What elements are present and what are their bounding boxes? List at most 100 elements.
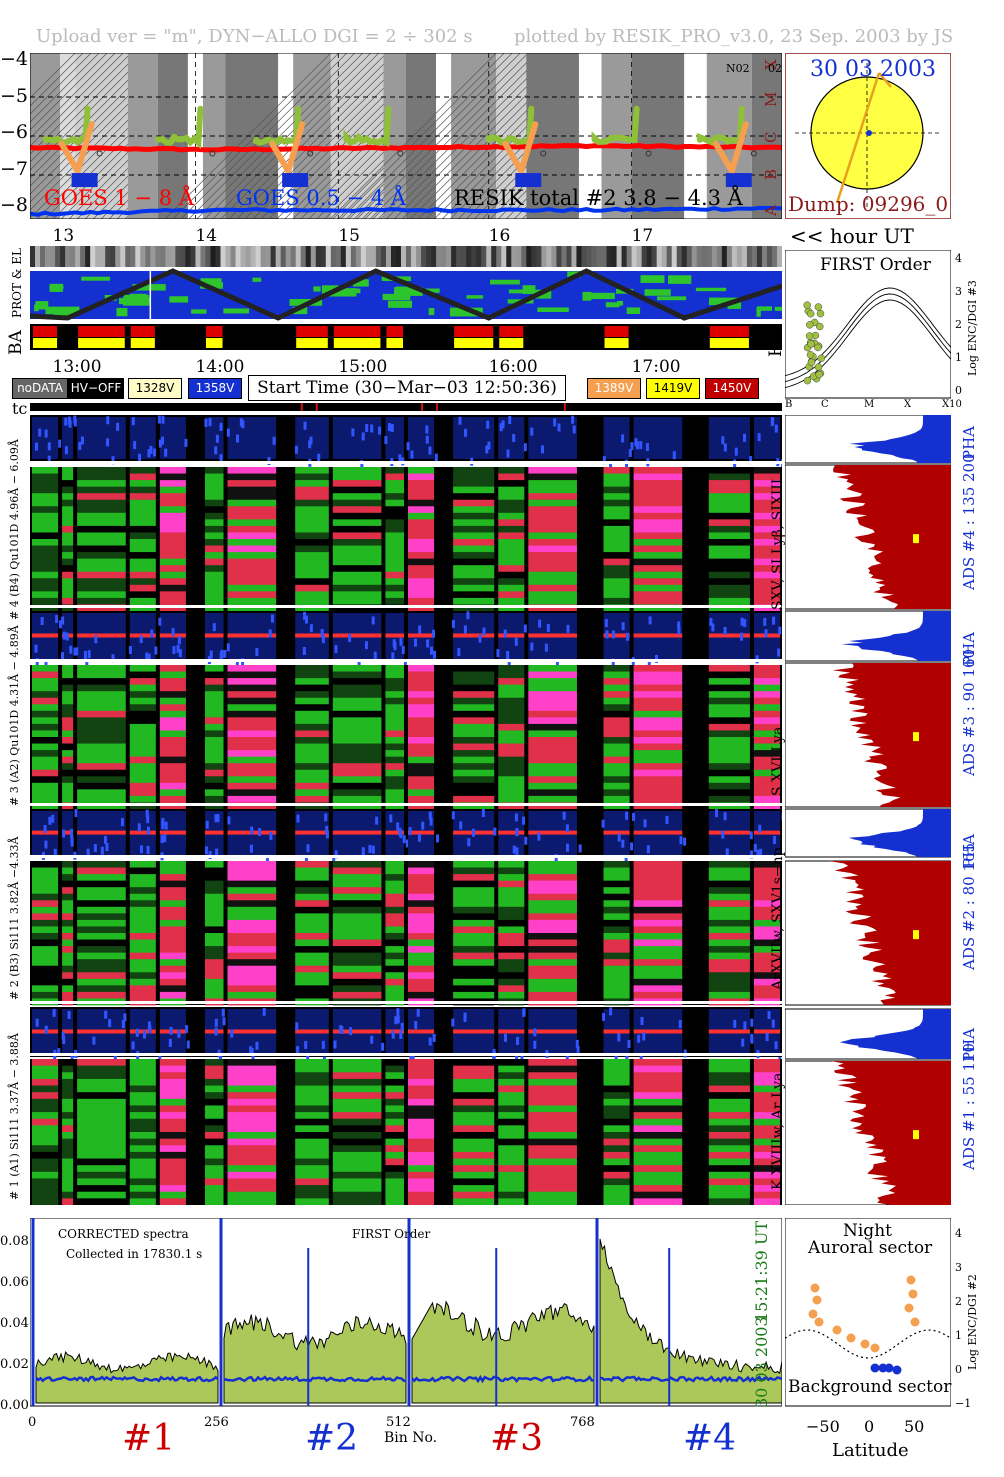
spectrum-label-order: FIRST Order <box>352 1227 431 1241</box>
spectrogram-row <box>77 473 126 481</box>
spectrogram-row <box>159 1178 186 1186</box>
spectrogram-row <box>227 1125 277 1133</box>
spectrogram-row <box>129 1151 156 1159</box>
pha-dot <box>348 634 352 643</box>
pha-dot <box>630 442 634 451</box>
prot-el-green-patch <box>191 309 207 314</box>
pha-dot <box>524 836 528 845</box>
pha-dot <box>44 660 48 669</box>
spectrogram-row <box>603 756 630 764</box>
pha-dot <box>48 816 52 825</box>
pha-dot <box>576 1045 580 1054</box>
spectrogram-row <box>332 571 382 579</box>
spectrogram-row <box>295 552 329 560</box>
spectrogram-row <box>708 880 750 888</box>
pha-dot <box>571 415 575 424</box>
prot-el-gray-cell <box>200 246 206 267</box>
pha-dot <box>304 615 308 624</box>
spectrogram-row <box>129 506 156 514</box>
spectrogram-row <box>32 480 59 488</box>
spectrogram-row <box>708 1145 750 1153</box>
spectrogram-row <box>332 1112 382 1120</box>
fo-point <box>814 343 822 352</box>
spectrogram-row <box>498 723 525 731</box>
prot-el-gray-cell <box>65 246 71 267</box>
spectrogram-row <box>77 867 126 875</box>
prot-el-gray-cell <box>611 246 618 267</box>
spectrogram-row <box>603 1078 630 1086</box>
spectrogram-row <box>603 691 630 699</box>
spectrogram-row <box>77 684 126 692</box>
spectrogram-row <box>295 473 329 481</box>
pha-dot <box>351 428 355 437</box>
spectrogram-row <box>332 991 382 999</box>
spectrogram-row <box>408 1165 435 1173</box>
spectrogram-row <box>295 1165 329 1173</box>
pha-dot <box>100 846 104 855</box>
spectrogram-row <box>603 704 630 712</box>
pha-dot <box>205 820 209 829</box>
spectrogram-row <box>453 1171 495 1179</box>
spectrogram-row <box>77 499 126 507</box>
spectrogram-row <box>603 946 630 954</box>
pha-dot <box>262 1007 266 1016</box>
prot-el-gray-cell <box>761 246 768 267</box>
spectrogram-row <box>295 1092 329 1100</box>
spectrum-y-tick-4: 0.08 <box>0 1234 29 1249</box>
pha-line <box>77 830 126 835</box>
spectrogram-row <box>129 1092 156 1100</box>
spectrogram-row <box>129 880 156 888</box>
prot-el-gray-cell <box>496 246 502 267</box>
spectrogram-row <box>708 578 750 586</box>
spectrogram-row <box>32 795 59 803</box>
spectrogram-row <box>453 565 495 573</box>
spectrogram-row <box>32 946 59 954</box>
prot-el-green-patch <box>396 286 413 295</box>
spectrogram-row <box>385 965 404 973</box>
spectrogram-row <box>633 959 683 967</box>
prot-el-green-patch <box>756 306 773 311</box>
spectrogram-row <box>385 671 404 679</box>
spectrogram-row <box>408 1112 435 1120</box>
pha-dot <box>457 648 461 657</box>
spectrogram-row <box>753 584 780 592</box>
pha-dot <box>317 453 321 462</box>
hv-yellow-block <box>130 338 155 348</box>
spectrogram-row <box>453 1138 495 1146</box>
spectrogram-row <box>528 717 577 725</box>
fo-point <box>806 309 815 318</box>
spectrogram-row <box>62 730 74 738</box>
prot-el-gray-cell <box>395 246 402 267</box>
resik-marker <box>645 150 652 157</box>
spectrogram-row <box>408 1191 435 1199</box>
spectrogram-row <box>295 519 329 527</box>
legend-1419v: 1419V <box>646 378 700 399</box>
channel-3-left-label: # 1 (A1) Si111 3.37Å − 3.88Å <box>8 1033 21 1200</box>
prot-el-gray-cell <box>751 246 758 267</box>
spectrogram-row <box>753 473 780 481</box>
spectrogram-row <box>129 933 156 940</box>
legend-1328v: 1328V <box>128 378 182 399</box>
prot-el-gray-cell <box>746 246 753 267</box>
pha-dot <box>116 422 120 431</box>
spectrogram-row <box>498 900 525 908</box>
pha-dot <box>753 843 757 852</box>
spectrogram-row <box>498 880 525 888</box>
spectrogram-row <box>129 737 156 744</box>
spectrogram-row <box>62 959 74 967</box>
prot-el-gray-cell <box>671 246 678 267</box>
prot-el-gray-cell <box>706 246 713 267</box>
spectrogram-row <box>408 467 435 474</box>
spectrogram-row <box>227 1105 277 1113</box>
spectrogram-row <box>129 893 156 901</box>
spectrogram-row <box>633 545 683 553</box>
spectrogram-row <box>753 539 780 546</box>
spectrogram-row <box>385 1132 404 1140</box>
spectrogram-row <box>633 789 683 797</box>
pha-segment <box>62 417 74 459</box>
pha-line <box>633 633 683 638</box>
spectrogram-row <box>453 1178 495 1186</box>
spectrogram-row <box>408 1059 435 1067</box>
pha-dot <box>565 824 569 833</box>
spectrogram-row <box>159 1191 186 1199</box>
